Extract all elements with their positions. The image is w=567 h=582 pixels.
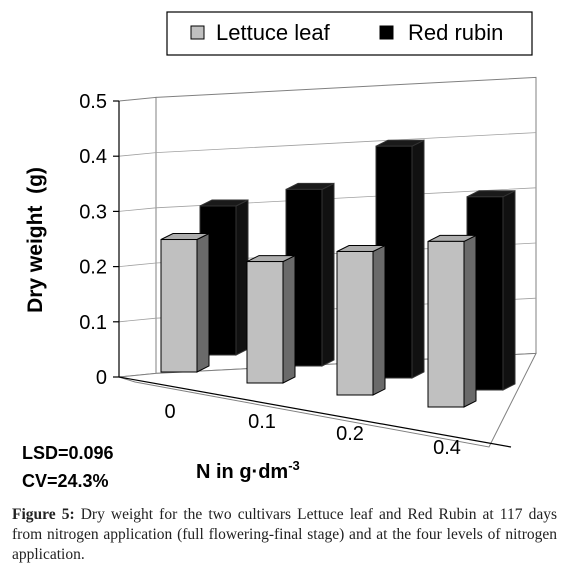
bar-side-face [463,234,477,408]
y-tick-label: 0.3 [79,201,107,223]
x-tick-labels: 0 0.1 0.2 0.4 [164,401,460,459]
bars [160,139,516,408]
bar-side-face [282,254,296,384]
lsd-annotation: LSD=0.096 [22,443,114,463]
x-tick-label: 0.2 [336,423,364,445]
x-axis-title-main: N in g·dm [196,461,288,483]
legend-label-red-rubin: Red rubin [408,20,503,45]
x-axis-title-superscript: -3 [288,458,300,473]
figure-caption-text: Dry weight for the two cultivars Lettuce… [12,506,557,563]
x-axis-title: N in g·dm-3 [196,458,300,483]
bar-side-face [411,139,425,379]
bar-side-face [321,182,335,367]
x-axis-line [118,376,512,448]
y-tick-label: 0.1 [79,312,107,334]
bar-side-face [372,244,386,396]
y-tick-label: 0.4 [79,146,107,168]
figure-label: Figure 5: [12,506,75,523]
bar-front-face [246,261,284,384]
side-wall [118,96,157,378]
bar [160,232,210,373]
y-tick-labels: 0 0.1 0.2 0.3 0.4 0.5 [79,91,107,389]
bar [246,254,296,384]
figure-caption: Figure 5: Dry weight for the two cultiva… [12,505,557,565]
bar-front-face [427,240,465,408]
bar [199,199,249,356]
x-tick-label: 0.1 [248,411,276,433]
bar-side-face [196,232,210,373]
legend-swatch-red-rubin [379,25,394,40]
y-tick-label: 0.5 [79,91,107,113]
legend-box [166,11,533,56]
bar [427,234,477,408]
x-tick-label: 0.4 [433,437,461,459]
cv-annotation: CV=24.3% [22,471,109,491]
legend-label-lettuce-leaf: Lettuce leaf [216,20,331,45]
legend-swatch-lettuce-leaf [190,25,205,40]
y-tick-label: 0.2 [79,257,107,279]
y-tick-label: 0 [96,367,107,389]
bar-side-face [502,189,516,391]
bar-front-face [160,239,198,373]
bar [336,244,386,396]
legend: Lettuce leaf Red rubin [166,11,533,56]
axes [113,100,512,448]
dry-weight-chart: 0 0.1 0.2 0.3 0.4 0.5 0 0.1 0.2 0.4 Lettuce leaf… [22,11,537,491]
x-tick-label: 0 [164,401,175,423]
bar-side-face [235,199,249,356]
gridline [118,132,537,157]
bar-front-face [336,250,374,396]
y-axis-title: Dry weight (g) [24,167,47,313]
